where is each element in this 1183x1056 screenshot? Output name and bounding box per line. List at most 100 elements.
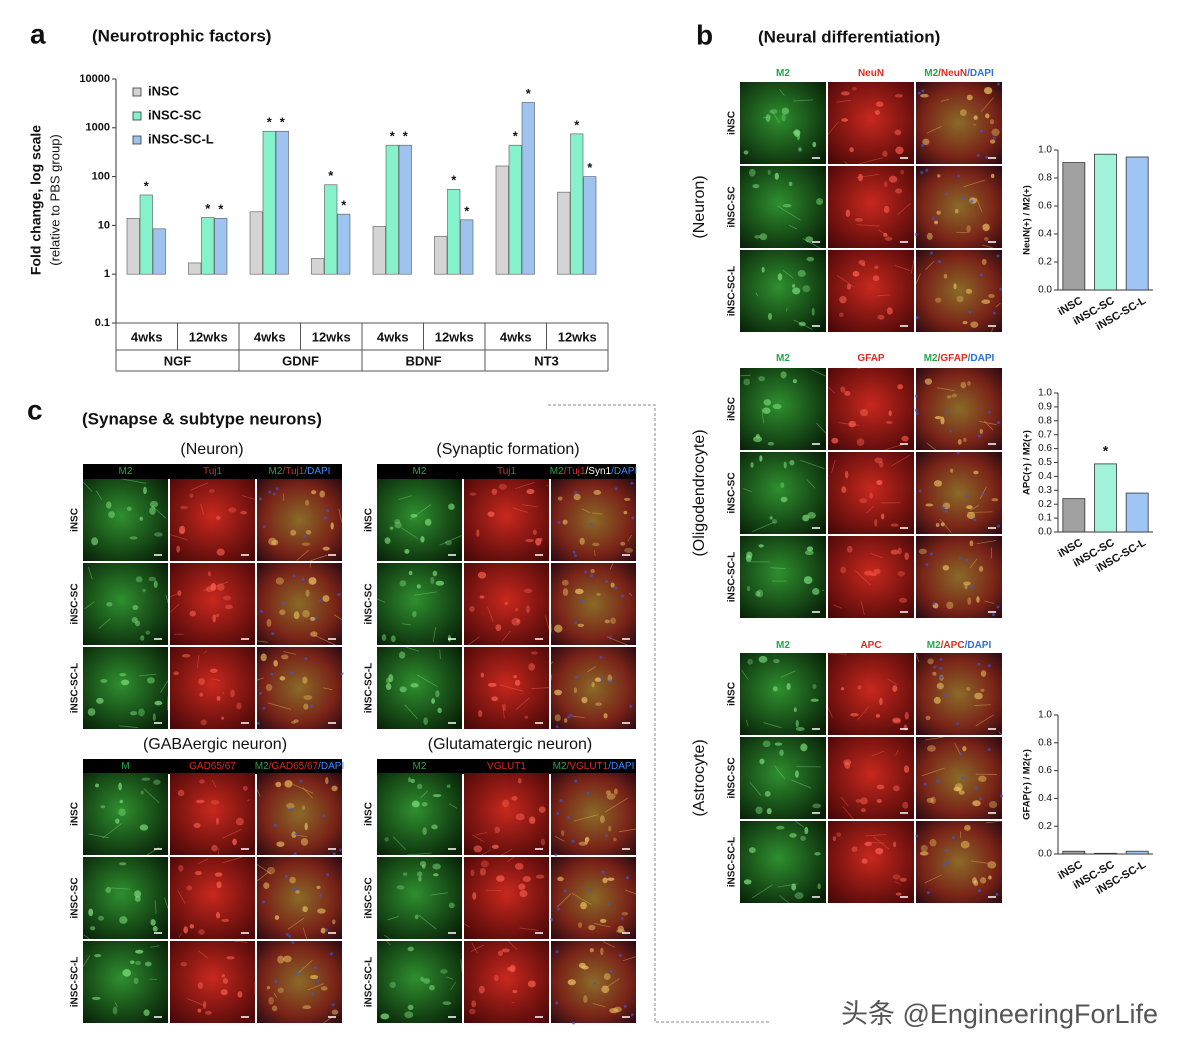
channel-name: Tuj1: [497, 466, 517, 477]
cell-body: [972, 800, 981, 807]
channel-header: GAD65/67: [189, 761, 236, 772]
cell-body: [198, 677, 206, 686]
cell-body: [926, 232, 933, 240]
cell-body: [982, 223, 990, 232]
fiber: [969, 558, 978, 569]
fiber: [197, 858, 209, 865]
fiber: [856, 367, 862, 370]
micrograph: [551, 773, 636, 855]
cell-body: [407, 1004, 414, 1010]
nucleus: [939, 675, 943, 679]
cell-body: [899, 877, 907, 882]
micrograph: [551, 941, 636, 1023]
cell-body: [610, 617, 616, 624]
cell-body: [418, 876, 422, 882]
nucleus: [992, 311, 996, 315]
fiber: [771, 110, 780, 124]
fiber: [843, 161, 848, 165]
bar: [398, 144, 412, 275]
fiber: [211, 678, 221, 681]
nucleus: [550, 917, 554, 921]
cell-body: [215, 613, 220, 618]
cell-body: [293, 719, 299, 723]
cell-body: [904, 711, 909, 720]
cell-body: [875, 847, 884, 855]
cell-body: [554, 714, 561, 722]
cell-body: [599, 918, 607, 924]
fiber: [967, 511, 993, 513]
cell-body: [149, 500, 159, 508]
row-label: iNSC-SC: [70, 877, 81, 918]
nucleus: [918, 489, 922, 493]
nucleus: [630, 481, 634, 485]
nucleus: [293, 852, 297, 856]
nucleus: [939, 666, 943, 670]
fiber: [895, 749, 899, 756]
micrograph: [740, 821, 826, 903]
cell-body: [274, 915, 280, 920]
micrograph: [257, 857, 342, 939]
fiber: [256, 871, 269, 882]
cell-body: [762, 740, 771, 748]
header-strip: [83, 464, 342, 479]
nucleus: [978, 797, 982, 801]
micrograph: [740, 452, 826, 534]
nucleus: [289, 807, 293, 811]
nucleus: [310, 704, 314, 708]
nucleus: [618, 953, 622, 957]
nucleus: [925, 168, 929, 172]
cell-body: [748, 847, 756, 854]
fiber: [998, 731, 1003, 736]
cell-body: [532, 529, 537, 535]
cell-body: [918, 548, 927, 555]
nucleus: [574, 779, 578, 783]
fiber: [448, 803, 458, 809]
channel-name: /DAPI: [611, 466, 637, 477]
fiber: [609, 562, 614, 570]
cell-body: [479, 595, 485, 599]
cell-body: [755, 433, 760, 439]
nucleus: [970, 199, 974, 203]
nucleus: [272, 492, 276, 496]
fiber: [793, 319, 813, 330]
y-tick-label: 100: [92, 171, 110, 183]
nucleus: [567, 715, 571, 719]
nucleus: [923, 782, 927, 786]
y-tick-label: 0.1: [95, 317, 110, 329]
bar: [372, 226, 386, 275]
channel-header: M2: [119, 466, 133, 477]
cell-body: [925, 503, 934, 507]
cell-body: [783, 461, 787, 469]
nucleus: [574, 675, 578, 679]
channel-header: Tuj1: [497, 466, 517, 477]
channel-header: M2/GAD65/67/DAPI: [255, 761, 345, 772]
cell-body: [966, 225, 971, 233]
cell-body: [421, 802, 428, 807]
nucleus: [996, 605, 1000, 609]
cell-body: [384, 837, 389, 842]
nucleus: [944, 848, 948, 852]
cell-body: [432, 794, 442, 798]
cell-body: [91, 537, 99, 546]
cell-body: [222, 978, 229, 984]
cell-body: [283, 955, 292, 963]
significance: *: [526, 86, 532, 101]
fiber: [870, 553, 883, 559]
cell-body: [957, 439, 962, 445]
cell-body: [967, 380, 971, 386]
cell-body: [897, 570, 905, 577]
cell-body: [277, 955, 285, 964]
cell-body: [781, 113, 786, 122]
cell-body: [947, 395, 952, 399]
fiber: [857, 705, 870, 721]
cell-body: [435, 580, 445, 586]
fiber: [790, 779, 812, 789]
nucleus: [313, 966, 317, 970]
bar: [434, 235, 448, 275]
fiber: [618, 828, 636, 833]
cell-body: [922, 138, 930, 146]
fiber: [984, 600, 995, 604]
fiber: [926, 126, 942, 134]
cell-body: [940, 416, 945, 425]
y-tick-label: 10000: [79, 73, 110, 85]
